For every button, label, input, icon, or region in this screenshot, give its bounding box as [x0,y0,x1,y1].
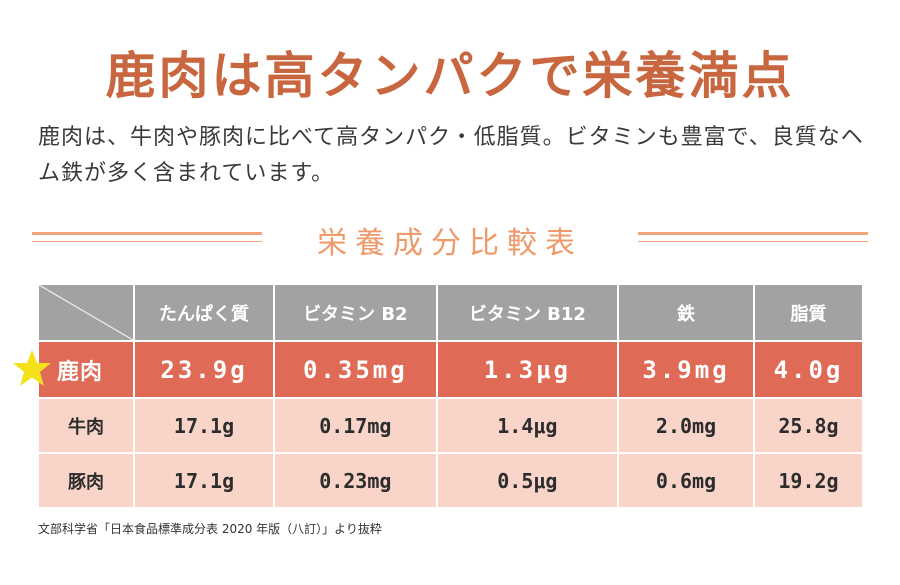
section-header: 栄養成分比較表 [32,218,868,261]
section-rule-left [32,232,262,242]
table-cell: 17.1g [135,454,274,507]
table-cell: 1.4μg [437,399,618,452]
column-header: たんぱく質 [135,285,274,340]
section-title: 栄養成分比較表 [317,226,583,261]
page-title: 鹿肉は高タンパクで栄養満点 [105,47,795,105]
table-row-pork: 豚肉 17.1g 0.23mg 0.5μg 0.6mg 19.2g [39,454,862,507]
table-cell: 0.35mg [275,342,436,397]
column-header: ビタミン B12 [437,285,618,340]
table-cell: 0.23mg [275,454,436,507]
row-label: 牛肉 [39,399,133,452]
intro-text: 鹿肉は、牛肉や豚肉に比べて高タンパク・低脂質。ビタミンも豊富で、良質なヘム鉄が多… [38,125,864,186]
table-cell: 17.1g [135,399,274,452]
table-row-beef: 牛肉 17.1g 0.17mg 1.4μg 2.0mg 25.8g [39,399,862,452]
table-cell: 3.9mg [619,342,753,397]
table-cell: 0.17mg [275,399,436,452]
table-cell: 25.8g [754,399,862,452]
table-cell: 2.0mg [619,399,753,452]
table-cell: 0.5μg [437,454,618,507]
nutrition-comparison-table: たんぱく質 ビタミン B2 ビタミン B12 鉄 脂質 鹿肉 23.9g 0.3… [37,283,864,509]
table-cell: 23.9g [135,342,274,397]
table-cell: 1.3μg [437,342,618,397]
table-cell: 19.2g [754,454,862,507]
section-rule-right [638,232,868,242]
table-cell: 4.0g [754,342,862,397]
column-header: 鉄 [619,285,753,340]
table-row-venison: 鹿肉 23.9g 0.35mg 1.3μg 3.9mg 4.0g [39,342,862,397]
column-header: 脂質 [754,285,862,340]
star-icon [13,350,51,386]
source-citation: 文部科学省「日本食品標準成分表 2020 年版（八訂）」より抜粋 [38,522,382,536]
row-label: 鹿肉 [39,342,133,397]
row-label: 豚肉 [39,454,133,507]
table-corner-cell [39,285,133,340]
table-header-row: たんぱく質 ビタミン B2 ビタミン B12 鉄 脂質 [39,285,862,340]
column-header: ビタミン B2 [275,285,436,340]
table-cell: 0.6mg [619,454,753,507]
